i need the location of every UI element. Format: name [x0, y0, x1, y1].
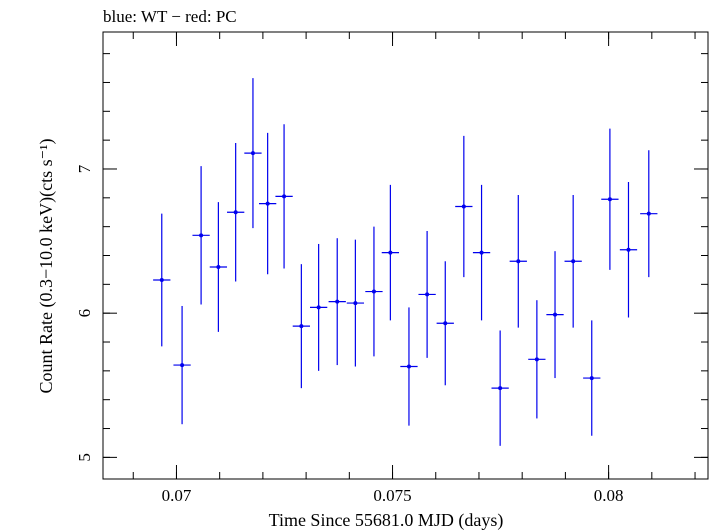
point-marker [498, 386, 503, 391]
data-point [509, 194, 527, 328]
point-marker [626, 247, 631, 252]
y-axis-label: Count Rate (0.3−10.0 keV)(cts s⁻¹) [36, 138, 57, 393]
x-tick-label: 0.075 [373, 486, 411, 505]
data-point [418, 230, 436, 358]
point-marker [425, 292, 430, 297]
data-point [192, 166, 210, 305]
point-marker [353, 301, 358, 306]
point-marker [406, 364, 411, 369]
point-marker [233, 210, 238, 215]
x-axis-label: Time Since 55681.0 MJD (days) [269, 510, 504, 531]
chart-title: blue: WT − red: PC [103, 7, 237, 26]
point-marker [607, 197, 612, 202]
data-point [491, 330, 509, 446]
data-point [619, 181, 638, 318]
y-tick-label: 5 [75, 453, 94, 462]
data-point [346, 239, 365, 367]
point-marker [479, 250, 484, 255]
point-marker [316, 305, 321, 310]
y-tick-label: 7 [75, 164, 94, 173]
point-marker [516, 259, 521, 264]
point-marker [534, 357, 539, 362]
plot-frame [102, 31, 709, 480]
data-point [640, 150, 658, 278]
point-marker [299, 324, 304, 329]
y-tick-label: 6 [75, 309, 94, 318]
point-marker [589, 376, 594, 381]
data-point [583, 320, 601, 436]
point-marker [216, 265, 221, 270]
data-point [436, 261, 454, 386]
x-tick-label: 0.08 [594, 486, 624, 505]
point-marker [159, 278, 164, 283]
point-marker [461, 204, 466, 209]
point-marker [265, 201, 270, 206]
data-point [328, 238, 346, 366]
data-point [546, 251, 564, 379]
data-point [365, 226, 383, 357]
data-points [153, 78, 658, 446]
data-point [259, 132, 277, 275]
data-point [528, 300, 546, 419]
data-point [381, 184, 400, 321]
point-marker [335, 299, 340, 304]
point-marker [180, 363, 185, 368]
x-tick-label: 0.07 [162, 486, 192, 505]
data-point [292, 264, 310, 389]
point-marker [553, 312, 558, 317]
data-point [153, 213, 171, 347]
data-point [209, 202, 228, 332]
data-point [601, 128, 619, 270]
data-point [275, 124, 293, 269]
data-point [309, 243, 328, 371]
point-marker [371, 289, 376, 294]
data-point [400, 307, 418, 426]
axes: 0.07 0.075 0.08 5 6 7 [75, 32, 708, 505]
point-marker [571, 259, 576, 264]
data-point [455, 135, 473, 278]
data-point [227, 143, 245, 282]
data-point [244, 78, 262, 229]
data-point [564, 194, 582, 328]
point-marker [388, 250, 393, 255]
point-marker [282, 194, 287, 199]
point-marker [250, 151, 255, 156]
point-marker [646, 211, 651, 216]
point-marker [443, 321, 448, 326]
data-point [472, 184, 491, 321]
data-point [173, 305, 191, 425]
point-marker [199, 233, 204, 238]
